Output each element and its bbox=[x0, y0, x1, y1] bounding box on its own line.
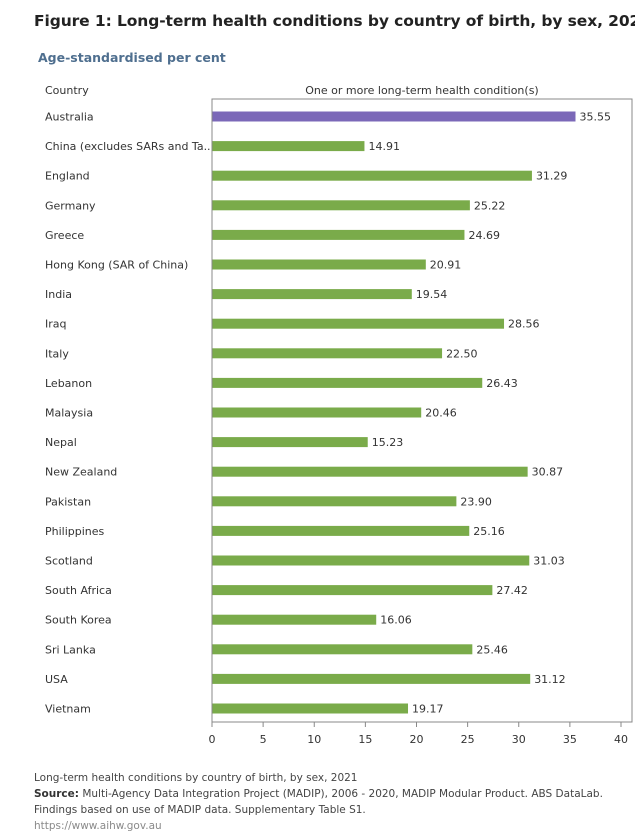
category-label-scotland: Scotland bbox=[45, 555, 93, 568]
bar-iraq bbox=[212, 318, 505, 329]
bar-hong-kong-sar-of-china bbox=[212, 259, 426, 270]
bar-pakistan bbox=[212, 496, 457, 507]
category-label-australia: Australia bbox=[45, 111, 94, 124]
value-label-usa: 31.12 bbox=[534, 673, 566, 686]
value-label-lebanon: 26.43 bbox=[486, 377, 518, 390]
category-label-south-korea: South Korea bbox=[45, 614, 112, 627]
bar-vietnam bbox=[212, 703, 409, 714]
category-label-south-africa: South Africa bbox=[45, 584, 112, 597]
measure-column-header: One or more long-term health condition(s… bbox=[305, 84, 539, 97]
bar-new-zealand bbox=[212, 466, 528, 477]
category-label-malaysia: Malaysia bbox=[45, 407, 93, 420]
bar-greece bbox=[212, 229, 465, 240]
category-label-philippines: Philippines bbox=[45, 525, 105, 538]
footer: Long-term health conditions by country o… bbox=[34, 770, 614, 834]
category-label-lebanon: Lebanon bbox=[45, 377, 92, 390]
value-label-germany: 25.22 bbox=[474, 199, 506, 212]
plot-frame bbox=[211, 98, 633, 723]
value-label-philippines: 25.16 bbox=[473, 525, 505, 538]
value-label-china-excludes-sars-and-ta: 14.91 bbox=[368, 140, 400, 153]
value-label-south-korea: 16.06 bbox=[380, 614, 412, 627]
category-label-pakistan: Pakistan bbox=[45, 495, 91, 508]
value-label-india: 19.54 bbox=[416, 288, 448, 301]
bar-india bbox=[212, 289, 412, 300]
country-column-header: Country bbox=[45, 84, 89, 97]
category-label-italy: Italy bbox=[45, 347, 69, 360]
x-tick-label-35: 35 bbox=[563, 733, 577, 746]
value-label-iraq: 28.56 bbox=[508, 318, 540, 331]
chart-subtitle: Age-standardised per cent bbox=[38, 50, 226, 65]
bar-nepal bbox=[212, 437, 368, 448]
x-tick-label-5: 5 bbox=[260, 733, 267, 746]
source-link[interactable]: https://www.aihw.gov.au bbox=[34, 820, 162, 832]
value-label-pakistan: 23.90 bbox=[460, 495, 492, 508]
x-tick-label-25: 25 bbox=[461, 733, 475, 746]
x-tick-label-20: 20 bbox=[410, 733, 424, 746]
category-label-hong-kong-sar-of-china: Hong Kong (SAR of China) bbox=[45, 259, 188, 272]
x-tick-label-10: 10 bbox=[307, 733, 321, 746]
source-text: Multi-Agency Data Integration Project (M… bbox=[34, 788, 603, 816]
bar-italy bbox=[212, 348, 443, 359]
value-label-australia: 35.55 bbox=[579, 111, 611, 124]
value-label-italy: 22.50 bbox=[446, 347, 478, 360]
bar-malaysia bbox=[212, 407, 422, 418]
value-label-nepal: 15.23 bbox=[372, 436, 404, 449]
category-label-iraq: Iraq bbox=[45, 318, 67, 331]
x-tick-label-30: 30 bbox=[512, 733, 526, 746]
x-tick-label-15: 15 bbox=[358, 733, 372, 746]
footer-source: Source: Multi-Agency Data Integration Pr… bbox=[34, 786, 614, 818]
value-label-new-zealand: 30.87 bbox=[532, 466, 564, 479]
bar-usa bbox=[212, 673, 531, 684]
category-label-vietnam: Vietnam bbox=[45, 703, 91, 716]
value-label-england: 31.29 bbox=[536, 170, 568, 183]
value-label-hong-kong-sar-of-china: 20.91 bbox=[430, 259, 462, 272]
bar-england bbox=[212, 170, 532, 181]
x-tick-label-40: 40 bbox=[614, 733, 628, 746]
value-label-vietnam: 19.17 bbox=[412, 703, 444, 716]
value-label-south-africa: 27.42 bbox=[496, 584, 528, 597]
category-label-new-zealand: New Zealand bbox=[45, 466, 117, 479]
category-label-china-excludes-sars-and-ta: China (excludes SARs and Ta.. bbox=[45, 140, 211, 153]
category-label-greece: Greece bbox=[45, 229, 84, 242]
value-label-scotland: 31.03 bbox=[533, 555, 565, 568]
chart-title: Figure 1: Long-term health conditions by… bbox=[34, 12, 635, 30]
category-label-england: England bbox=[45, 170, 90, 183]
bar-sri-lanka bbox=[212, 644, 473, 655]
source-label: Source: bbox=[34, 788, 79, 800]
value-label-sri-lanka: 25.46 bbox=[476, 643, 508, 656]
value-label-greece: 24.69 bbox=[468, 229, 500, 242]
bar-chart: 0 5 10 15 20 25 30 35 40 Australia 35.55 China (exc… bbox=[45, 98, 633, 746]
bar-south-africa bbox=[212, 585, 493, 596]
bar-china-excludes-sars-and-ta bbox=[212, 141, 365, 152]
category-label-nepal: Nepal bbox=[45, 436, 77, 449]
bar-scotland bbox=[212, 555, 530, 566]
category-label-usa: USA bbox=[45, 673, 68, 686]
bar-australia bbox=[212, 111, 576, 122]
category-label-india: India bbox=[45, 288, 72, 301]
category-label-sri-lanka: Sri Lanka bbox=[45, 643, 96, 656]
bar-germany bbox=[212, 200, 470, 211]
value-label-malaysia: 20.46 bbox=[425, 407, 457, 420]
footer-caption: Long-term health conditions by country o… bbox=[34, 772, 358, 784]
x-tick-label-0: 0 bbox=[209, 733, 216, 746]
category-label-germany: Germany bbox=[45, 199, 96, 212]
bar-philippines bbox=[212, 525, 470, 536]
bar-lebanon bbox=[212, 377, 483, 388]
bar-south-korea bbox=[212, 614, 377, 625]
